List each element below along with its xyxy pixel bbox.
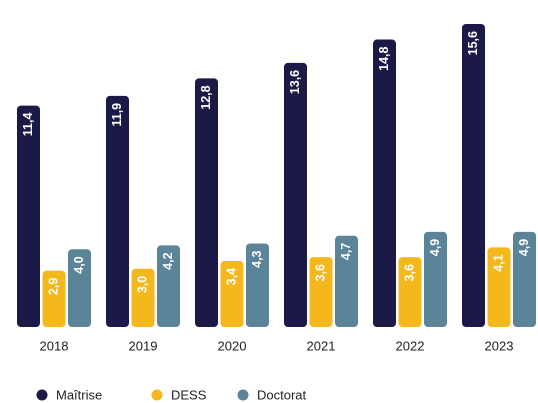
x-tick-label: 2023	[485, 338, 514, 353]
bar	[131, 268, 155, 327]
x-tick-label: 2020	[218, 338, 247, 353]
value-label: 14,8	[377, 47, 391, 71]
bar	[373, 39, 396, 328]
value-label: 11,9	[110, 103, 124, 127]
legend-label: Doctorat	[257, 387, 307, 402]
value-label: 13,6	[288, 70, 302, 94]
bar	[424, 231, 447, 327]
bar	[68, 249, 91, 327]
legend-marker	[151, 389, 163, 401]
bar	[309, 257, 333, 327]
bar	[487, 247, 511, 327]
value-label: 4,1	[491, 254, 505, 271]
value-label: 4,2	[161, 252, 175, 269]
x-tick-label: 2022	[396, 338, 425, 353]
value-label: 2,9	[46, 278, 60, 295]
bar	[462, 24, 485, 327]
value-label: 15,6	[466, 31, 480, 55]
bar	[42, 270, 66, 327]
value-label: 4,0	[72, 256, 86, 273]
legend-marker	[237, 389, 249, 401]
legend-marker	[36, 389, 48, 401]
value-label: 3,4	[224, 268, 238, 285]
value-label: 4,3	[250, 250, 264, 267]
value-label: 12,8	[199, 85, 213, 109]
x-tick-label: 2021	[307, 338, 336, 353]
bar	[157, 245, 180, 327]
value-label: 3,6	[402, 264, 416, 281]
bar	[106, 95, 129, 327]
bar	[284, 62, 307, 327]
value-label: 3,0	[135, 276, 149, 293]
bar	[335, 235, 358, 327]
bar	[195, 78, 218, 327]
bar	[220, 260, 244, 327]
bar	[513, 231, 536, 327]
bar	[17, 105, 40, 327]
value-label: 11,4	[21, 113, 35, 137]
x-tick-label: 2019	[129, 338, 158, 353]
value-label: 4,9	[428, 239, 442, 256]
value-label: 4,9	[517, 239, 531, 256]
legend-label: Maîtrise	[56, 387, 102, 402]
value-label: 3,6	[313, 264, 327, 281]
bar	[398, 257, 422, 327]
legend-label: DESS	[171, 387, 207, 402]
x-tick-label: 2018	[40, 338, 69, 353]
bar	[246, 243, 269, 327]
value-label: 4,7	[339, 243, 353, 260]
